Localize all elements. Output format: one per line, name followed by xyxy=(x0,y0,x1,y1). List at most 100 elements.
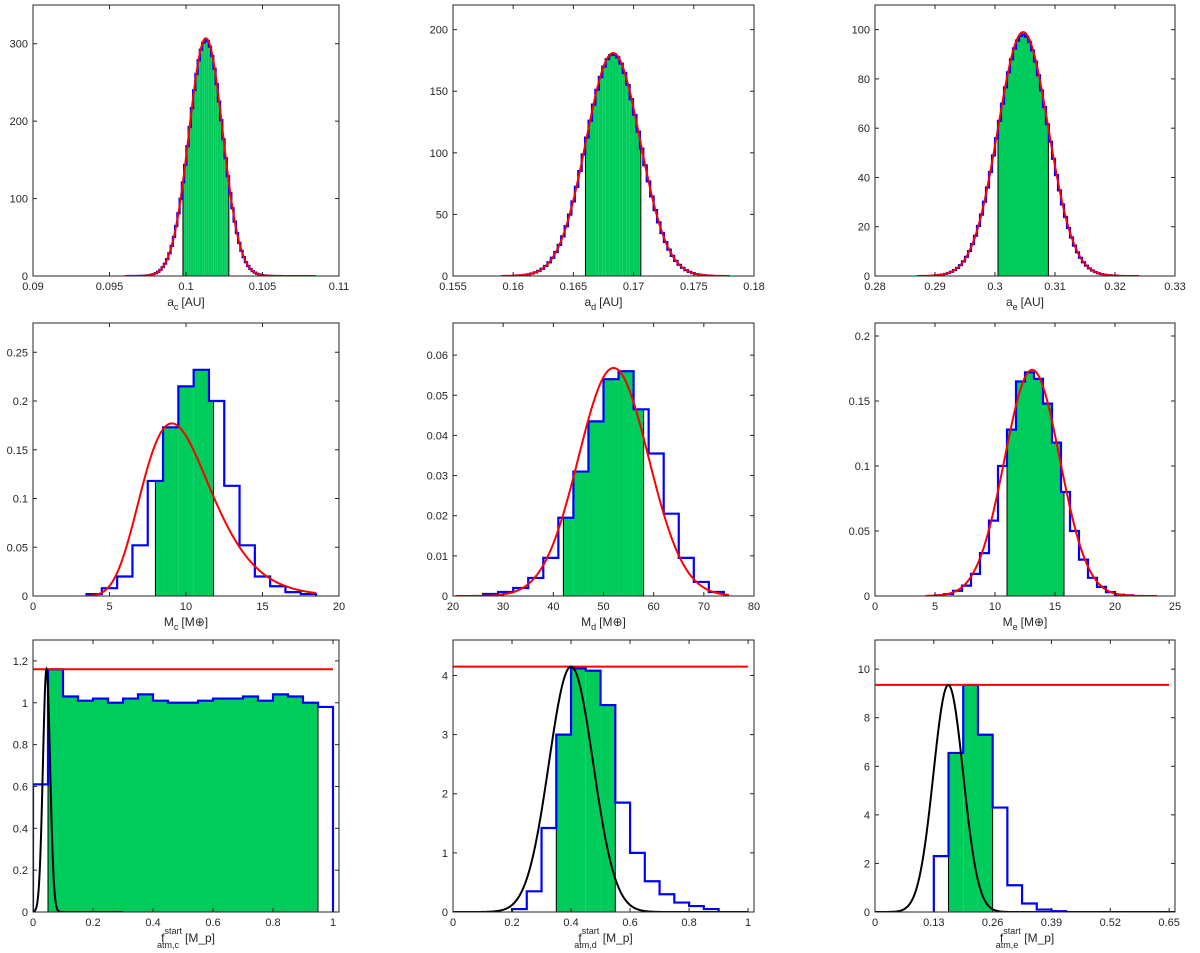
x-tick-label: 0.52 xyxy=(1100,917,1121,929)
x-tick-label: 0.165 xyxy=(560,281,588,293)
shaded-bar xyxy=(206,41,209,276)
x-tick-label: 0.17 xyxy=(623,281,644,293)
shaded-bar xyxy=(563,517,574,596)
x-tick-label: 20 xyxy=(447,601,459,613)
y-tick-label: 0.02 xyxy=(427,511,448,523)
x-tick-label: 70 xyxy=(698,601,710,613)
x-tick-label: 0.6 xyxy=(622,917,637,929)
shaded-bar xyxy=(182,182,185,276)
plot-area-a_e xyxy=(916,31,1139,276)
x-axis-label: fstart atm,c [M_p] xyxy=(157,926,215,950)
shaded-bar xyxy=(571,668,586,912)
y-tick-label: 1 xyxy=(442,848,448,860)
shaded-bar xyxy=(588,120,592,276)
histogram-outline xyxy=(510,667,720,912)
shaded-bar xyxy=(619,63,623,276)
x-tick-label: 0.16 xyxy=(502,281,523,293)
y-tick-label: 0 xyxy=(442,591,448,603)
y-tick-label: 0.2 xyxy=(855,331,870,343)
fit-curve xyxy=(501,52,730,276)
y-tick-label: 0.03 xyxy=(427,471,448,483)
x-axis-label: ae [AU] xyxy=(1006,295,1044,312)
shaded-bar xyxy=(1016,381,1025,596)
y-tick-label: 0 xyxy=(864,907,870,919)
x-tick-label: 0.6 xyxy=(205,917,220,929)
shaded-bar xyxy=(217,101,221,276)
shaded-bar xyxy=(1061,492,1064,596)
shaded-bar xyxy=(1019,35,1022,276)
shaded-bar xyxy=(1040,90,1043,276)
y-tick-label: 0.05 xyxy=(7,542,28,554)
shaded-bar xyxy=(618,371,634,596)
shaded-bar xyxy=(108,702,123,912)
y-tick-label: 0.1 xyxy=(13,494,28,506)
x-tick-label: 0 xyxy=(30,917,36,929)
shaded-bar xyxy=(622,73,627,276)
x-axis-label: fstart atm,d [M_p] xyxy=(574,926,633,950)
x-tick-label: 0.3 xyxy=(987,281,1002,293)
shaded-bar xyxy=(220,120,223,276)
y-tick-label: 50 xyxy=(436,209,448,221)
shaded-bar xyxy=(602,66,606,276)
shaded-bar xyxy=(190,108,194,276)
y-tick-label: 0.6 xyxy=(13,781,28,793)
x-tick-label: 0 xyxy=(30,601,36,613)
shaded-bar xyxy=(138,694,153,912)
y-tick-label: 0.15 xyxy=(849,396,870,408)
shaded-bar xyxy=(1052,442,1061,596)
x-tick-label: 60 xyxy=(648,601,660,613)
plot-area-a_c xyxy=(124,37,317,276)
x-axis-label: Mc [M⊕] xyxy=(164,615,208,632)
y-tick-label: 1.2 xyxy=(13,656,28,668)
shaded-bar xyxy=(183,702,198,912)
fit-curve xyxy=(455,366,730,596)
shaded-bar xyxy=(963,684,978,912)
plot-area-M_d xyxy=(455,366,730,596)
axes-box xyxy=(874,639,1176,913)
shaded-bar xyxy=(213,698,228,912)
shaded-bar xyxy=(585,670,601,912)
panel-a_c: 0.09 0.095 0.1 0.105 0.11 0 100 200 300 ac [AU] xyxy=(10,4,349,312)
fit-curve xyxy=(875,683,1175,912)
panel-M_c: 0 5 10 15 20 0 0.05 0.1 0.15 0.2 0.25 Mc [M⊕] xyxy=(7,322,345,632)
x-tick-label: 80 xyxy=(748,601,760,613)
shaded-bar xyxy=(633,114,637,276)
x-tick-label: 0.105 xyxy=(249,281,277,293)
shaded-bar xyxy=(1022,34,1025,276)
shaded-bar xyxy=(215,84,218,276)
shaded-bar xyxy=(591,104,596,276)
shaded-bar xyxy=(1034,378,1043,596)
shaded-bar xyxy=(1043,403,1052,596)
histogram-outline xyxy=(33,668,335,912)
y-tick-label: 0.25 xyxy=(7,347,28,359)
shaded-bar xyxy=(63,696,78,912)
x-axis-label: Md [M⊕] xyxy=(581,615,626,632)
x-tick-label: 40 xyxy=(547,601,559,613)
x-tick-label: 20 xyxy=(333,601,345,613)
x-tick-label: 15 xyxy=(1049,601,1061,613)
shaded-bar xyxy=(178,386,194,596)
x-tick-label: 0.18 xyxy=(743,281,764,293)
plot-area-a_d xyxy=(501,52,730,276)
y-tick-label: 6 xyxy=(864,761,870,773)
axes-box xyxy=(452,639,755,913)
shaded-bar xyxy=(213,68,216,276)
shaded-bar xyxy=(198,700,213,912)
shaded-bar xyxy=(1031,50,1034,276)
y-tick-label: 0 xyxy=(442,271,448,283)
shaded-bar xyxy=(600,705,616,912)
plot-area-M_e xyxy=(925,368,1157,596)
axes-box xyxy=(874,4,1176,277)
y-tick-label: 0.15 xyxy=(7,445,28,457)
y-tick-label: 0 xyxy=(864,591,870,603)
shaded-bar xyxy=(948,752,964,912)
shaded-bar xyxy=(288,696,303,912)
x-tick-label: 0.2 xyxy=(504,917,519,929)
y-tick-label: 0.04 xyxy=(427,430,448,442)
shaded-bar xyxy=(211,56,214,276)
y-tick-label: 0 xyxy=(22,907,28,919)
x-tick-label: 10 xyxy=(180,601,192,613)
x-tick-label: 0.39 xyxy=(1041,917,1062,929)
y-tick-label: 0.05 xyxy=(849,526,870,538)
